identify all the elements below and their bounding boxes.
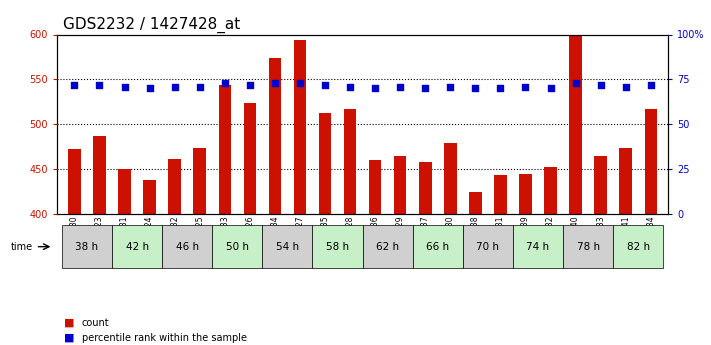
Point (470, 86, 481, 91)
Text: GDS2232 / 1427428_at: GDS2232 / 1427428_at (63, 17, 240, 33)
Bar (244, 103, 256, 214)
Text: 58 h: 58 h (326, 242, 349, 252)
FancyBboxPatch shape (412, 225, 463, 268)
FancyBboxPatch shape (313, 225, 363, 268)
Bar (269, 58, 281, 214)
Point (344, 84, 356, 89)
FancyBboxPatch shape (62, 225, 112, 268)
Bar (369, 160, 381, 214)
Point (69, 82, 80, 88)
Point (219, 80, 230, 86)
Bar (619, 148, 632, 214)
FancyBboxPatch shape (563, 225, 613, 268)
Text: 38 h: 38 h (75, 242, 99, 252)
Text: time: time (11, 242, 33, 252)
FancyBboxPatch shape (213, 225, 262, 268)
Point (520, 84, 531, 89)
Text: count: count (82, 318, 109, 327)
Bar (68, 149, 80, 214)
Point (194, 84, 205, 89)
Text: ■: ■ (64, 333, 75, 343)
Point (620, 84, 631, 89)
Bar (118, 169, 131, 214)
Point (94, 82, 105, 88)
Point (444, 84, 456, 89)
Point (169, 84, 181, 89)
Bar (469, 193, 481, 214)
Text: 42 h: 42 h (126, 242, 149, 252)
Bar (294, 40, 306, 214)
Point (495, 86, 506, 91)
Text: 78 h: 78 h (577, 242, 599, 252)
FancyBboxPatch shape (363, 225, 412, 268)
FancyBboxPatch shape (613, 225, 663, 268)
Point (319, 82, 331, 88)
Text: 82 h: 82 h (626, 242, 650, 252)
Point (645, 82, 656, 88)
Bar (394, 157, 407, 214)
FancyBboxPatch shape (162, 225, 213, 268)
FancyBboxPatch shape (463, 225, 513, 268)
Bar (545, 167, 557, 214)
Point (570, 80, 582, 86)
Bar (193, 148, 206, 214)
Text: 70 h: 70 h (476, 242, 499, 252)
Bar (519, 174, 532, 214)
FancyBboxPatch shape (262, 225, 313, 268)
Point (545, 86, 556, 91)
Text: 46 h: 46 h (176, 242, 199, 252)
Bar (444, 143, 456, 214)
Bar (494, 175, 507, 214)
Text: 50 h: 50 h (226, 242, 249, 252)
Point (244, 82, 255, 88)
Bar (419, 162, 432, 214)
Point (395, 84, 406, 89)
Bar (319, 114, 331, 214)
Point (595, 82, 606, 88)
Point (119, 84, 130, 89)
FancyBboxPatch shape (112, 225, 162, 268)
Point (419, 86, 431, 91)
Bar (570, 36, 582, 214)
Text: ■: ■ (64, 318, 75, 327)
Bar (645, 109, 657, 214)
Text: 66 h: 66 h (426, 242, 449, 252)
Bar (594, 157, 607, 214)
Text: 62 h: 62 h (376, 242, 400, 252)
Text: 54 h: 54 h (276, 242, 299, 252)
Bar (344, 109, 356, 214)
Point (269, 80, 281, 86)
Point (144, 86, 155, 91)
Bar (144, 180, 156, 214)
Bar (169, 159, 181, 214)
Text: 74 h: 74 h (526, 242, 550, 252)
Point (294, 80, 306, 86)
FancyBboxPatch shape (513, 225, 563, 268)
Text: percentile rank within the sample: percentile rank within the sample (82, 333, 247, 343)
Bar (93, 136, 106, 214)
Bar (218, 85, 231, 214)
Point (370, 86, 381, 91)
